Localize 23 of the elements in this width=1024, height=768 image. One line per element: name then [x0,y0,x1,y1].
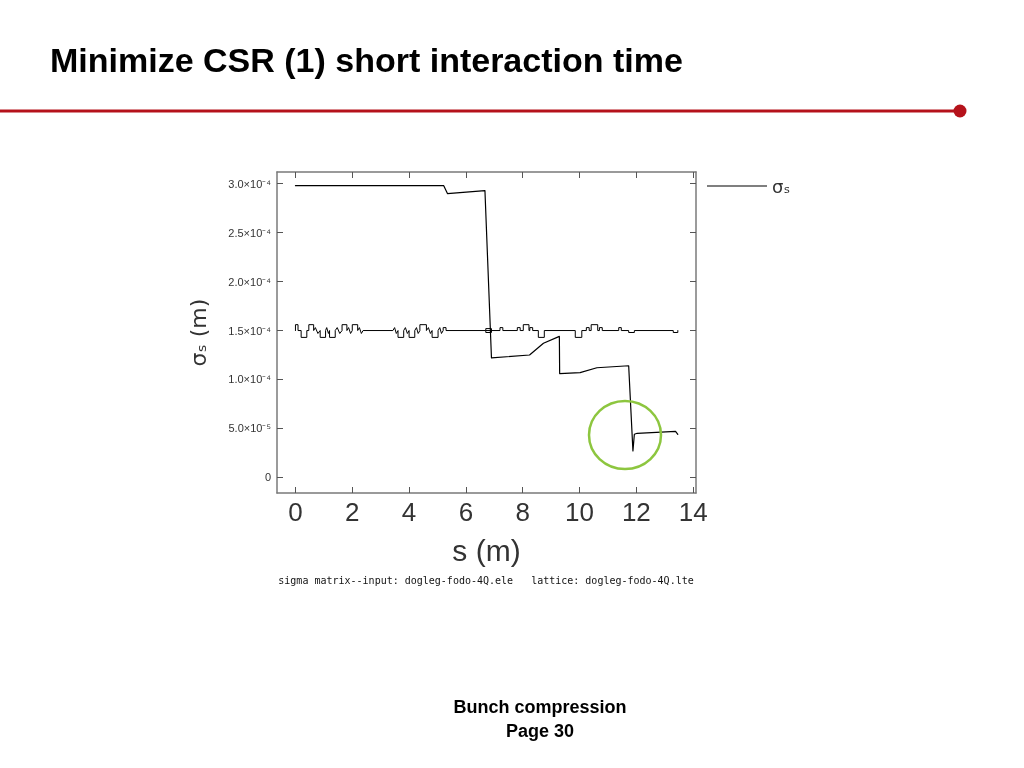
x-tick-label: 8 [515,497,530,527]
y-tick-label: 2.0×10⁻⁴ [228,275,272,288]
x-tick-label: 2 [345,497,360,527]
y-tick-label: 3.0×10⁻⁴ [228,177,272,190]
x-tick-label: 10 [565,497,594,527]
x-tick-label: 0 [288,497,303,527]
x-axis-title: s (m) [452,533,521,567]
text: Bunch compression [453,697,627,717]
y-tick-label: 1.5×10⁻⁴ [228,324,272,337]
x-tick-label: 6 [458,497,474,527]
line-series [294,185,679,452]
y-tick-label: 1.0×10⁻⁴ [228,373,272,386]
legend-label: σₛ [772,175,791,197]
y-tick-label: 0 [264,471,271,484]
text: Page 30 [505,721,575,741]
y-axis-title: σₛ (m) [185,298,211,367]
y-tick-label: 2.5×10⁻⁴ [228,226,272,239]
y-tick-label: 5.0×10⁻⁵ [228,422,271,435]
x-tick-label: 14 [678,497,708,527]
text: sigma matrix--input: dogleg-fodo-4Q.ele lattice: dogleg-fodo-4Q.lte [278,574,694,586]
x-tick-label: 4 [401,497,417,527]
chart-title: Minimize CSR (1) short interaction time [50,41,683,79]
x-tick-label: 12 [621,497,651,527]
